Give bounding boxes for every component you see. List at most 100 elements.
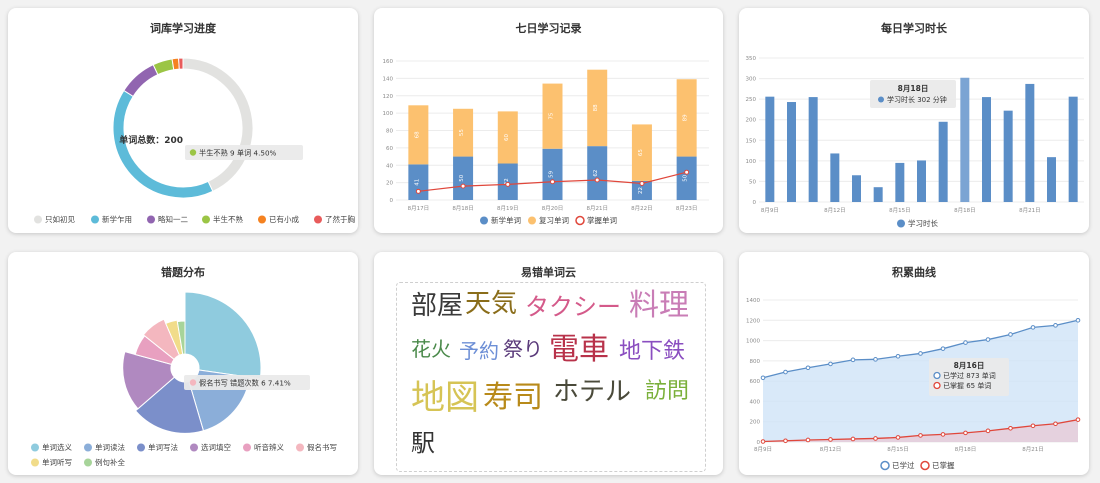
cloud-word[interactable]: 祭り: [503, 337, 543, 361]
series-point[interactable]: [850, 436, 856, 442]
bar-review[interactable]: [408, 105, 429, 165]
bar-review[interactable]: [542, 83, 563, 149]
legend-icon[interactable]: [190, 443, 198, 452]
legend-icon[interactable]: [528, 216, 536, 225]
legend-icon[interactable]: [147, 215, 155, 224]
series-point[interactable]: [760, 375, 766, 381]
series-point[interactable]: [940, 432, 946, 437]
bar-review[interactable]: [587, 69, 608, 147]
legend-icon[interactable]: [202, 215, 210, 224]
bar[interactable]: [1047, 157, 1056, 202]
legend-icon[interactable]: [84, 443, 92, 452]
series-point[interactable]: [985, 428, 991, 434]
series-point[interactable]: [873, 436, 878, 441]
bar[interactable]: [938, 121, 948, 202]
series-point[interactable]: [828, 437, 833, 442]
series-point[interactable]: [850, 357, 856, 363]
legend-icon[interactable]: [137, 443, 145, 452]
bar[interactable]: [765, 96, 775, 202]
bar[interactable]: [787, 102, 796, 202]
series-point[interactable]: [918, 351, 923, 356]
line-point[interactable]: [594, 177, 600, 183]
cloud-word[interactable]: ホテル: [553, 377, 632, 407]
series-point[interactable]: [963, 340, 968, 345]
cloud-word[interactable]: 料理: [629, 288, 689, 323]
bar[interactable]: [808, 97, 818, 202]
cloud-word[interactable]: 訪問: [645, 379, 690, 404]
series-point[interactable]: [1030, 325, 1036, 330]
legend-icon[interactable]: [84, 458, 92, 467]
series-point[interactable]: [918, 433, 923, 438]
series-point[interactable]: [783, 438, 788, 444]
cloud-word[interactable]: 予約: [459, 339, 499, 363]
bar[interactable]: [830, 153, 840, 202]
cloud-word[interactable]: 地下鉄: [619, 339, 686, 364]
donut-slice[interactable]: [123, 63, 159, 98]
series-point[interactable]: [783, 369, 788, 375]
cloud-word[interactable]: 駅: [411, 429, 435, 457]
series-point[interactable]: [1075, 417, 1081, 422]
series-point[interactable]: [1053, 421, 1058, 427]
series-point[interactable]: [873, 357, 878, 362]
legend-icon[interactable]: [575, 215, 585, 226]
cloud-word[interactable]: タクシー: [525, 293, 621, 321]
donut-slice[interactable]: [182, 57, 254, 193]
line-point[interactable]: [550, 179, 555, 185]
line-point[interactable]: [684, 169, 690, 175]
cloud-word[interactable]: 部屋: [411, 291, 464, 321]
legend-icon[interactable]: [91, 215, 99, 224]
bar-review[interactable]: [676, 79, 697, 157]
series-point[interactable]: [760, 439, 766, 444]
series-point[interactable]: [1008, 332, 1013, 337]
bar[interactable]: [1068, 96, 1078, 202]
bar-new[interactable]: [676, 156, 697, 200]
line-point[interactable]: [415, 188, 421, 194]
line-point[interactable]: [639, 180, 645, 186]
cloud-word[interactable]: 花火: [411, 337, 451, 361]
legend-icon[interactable]: [296, 443, 304, 452]
legend-icon[interactable]: [920, 460, 930, 471]
pie-slice[interactable]: [176, 320, 186, 355]
legend-icon[interactable]: [880, 460, 890, 471]
legend-icon[interactable]: [31, 458, 39, 467]
bar-new[interactable]: [587, 146, 608, 200]
series-point[interactable]: [828, 361, 833, 367]
bar[interactable]: [960, 77, 970, 202]
bar-new[interactable]: [453, 156, 474, 200]
cloud-word[interactable]: 天気: [465, 289, 518, 319]
bar-review[interactable]: [631, 124, 652, 181]
cloud-word[interactable]: 寿司: [483, 380, 543, 415]
donut-slice[interactable]: [171, 57, 180, 71]
bar-new[interactable]: [497, 163, 518, 200]
bar-new[interactable]: [631, 180, 652, 200]
bar-review[interactable]: [453, 108, 474, 157]
series-point[interactable]: [895, 353, 901, 359]
series-point[interactable]: [963, 430, 968, 436]
bar[interactable]: [895, 162, 905, 202]
bar[interactable]: [1003, 110, 1013, 202]
series-point[interactable]: [940, 346, 946, 351]
legend-icon[interactable]: [31, 443, 39, 452]
donut-slice[interactable]: [178, 57, 184, 70]
cloud-word[interactable]: 電車: [549, 332, 609, 367]
pie-slice[interactable]: [122, 351, 176, 410]
series-point[interactable]: [1075, 317, 1081, 323]
legend-icon[interactable]: [258, 215, 266, 224]
legend-icon[interactable]: [897, 219, 905, 228]
legend-icon[interactable]: [34, 215, 42, 224]
series-point[interactable]: [1053, 323, 1058, 328]
bar[interactable]: [917, 160, 926, 202]
cloud-word[interactable]: 地図: [411, 378, 479, 418]
series-point[interactable]: [1030, 423, 1036, 429]
series-point[interactable]: [985, 337, 991, 342]
series-point[interactable]: [805, 437, 811, 443]
legend-icon[interactable]: [480, 216, 488, 225]
legend-icon[interactable]: [314, 215, 322, 224]
series-point[interactable]: [895, 435, 901, 440]
line-point[interactable]: [460, 183, 466, 189]
series-point[interactable]: [805, 365, 811, 371]
donut-slice[interactable]: [152, 58, 175, 76]
bar[interactable]: [982, 97, 991, 202]
pie-slice[interactable]: [134, 376, 205, 434]
bar-review[interactable]: [497, 111, 518, 164]
